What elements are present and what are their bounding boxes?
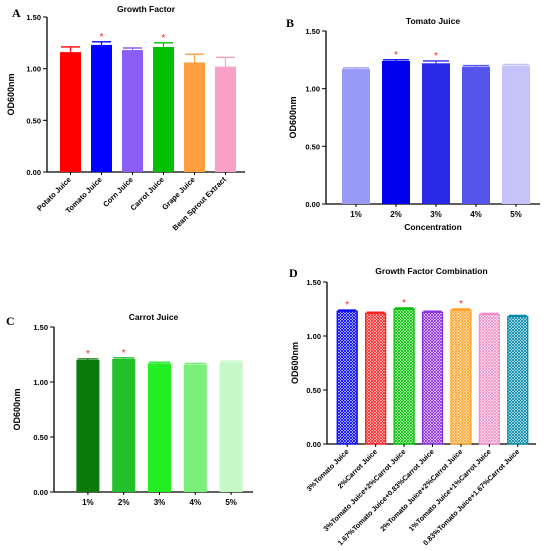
significance-marker: * (402, 298, 406, 309)
x-tick-label: 5% (225, 498, 237, 507)
y-tick-label: 0.00 (33, 488, 48, 497)
significance-marker: * (122, 348, 126, 359)
bar (112, 358, 136, 492)
bar (342, 69, 370, 204)
bar (91, 44, 112, 172)
y-tick-label: 0.50 (33, 433, 48, 442)
x-tick-label: 4% (190, 498, 202, 507)
y-tick-label: 1.50 (33, 323, 48, 332)
bar (450, 309, 472, 445)
x-axis-label: Concentration (404, 222, 462, 232)
significance-marker: * (394, 50, 398, 61)
panel-c: C Carrot Juice 0.00 0.50 1.00 1.50 OD600nm * 1% *… (6, 312, 253, 507)
bar (76, 360, 100, 492)
significance-marker: * (162, 33, 166, 44)
y-tick-label: 0.50 (306, 386, 321, 395)
chart-title: Tomato Juice (406, 16, 460, 26)
panel-letter: A (12, 6, 21, 20)
y-axis-label: OD600nm (290, 342, 300, 384)
y-tick-label: 1.00 (305, 85, 320, 94)
y-tick-label: 0.00 (305, 200, 320, 209)
bar (365, 312, 387, 445)
bar (502, 65, 530, 204)
significance-marker: * (345, 300, 349, 311)
chart-title: Growth Factor (117, 4, 176, 14)
x-tick-label: Bean Sprout Extract (171, 175, 229, 233)
y-tick-label: 0.00 (26, 168, 41, 177)
panel-letter: D (289, 266, 298, 280)
x-tick-label: 5% (510, 210, 522, 219)
y-tick-label: 1.00 (33, 378, 48, 387)
x-tick-label: 2% (390, 210, 402, 219)
bar (507, 315, 529, 445)
y-tick-label: 1.50 (26, 13, 41, 22)
bar (478, 313, 500, 445)
y-tick-label: 1.00 (306, 332, 321, 341)
panel-b: B Tomato Juice 0.00 0.50 1.00 1.50 OD600nm Conc… (286, 16, 540, 232)
x-tick-label: 2% (118, 498, 130, 507)
chart-title: Carrot Juice (129, 312, 179, 322)
y-tick-label: 1.50 (305, 27, 320, 36)
bar (219, 362, 243, 492)
x-tick-label: 1% (350, 210, 362, 219)
bar (148, 363, 171, 492)
bar (393, 308, 415, 445)
significance-marker: * (86, 349, 90, 360)
y-axis-label: OD600nm (12, 388, 22, 430)
bar (183, 364, 207, 492)
bar (382, 60, 410, 205)
bar (153, 46, 174, 172)
panel-letter: C (6, 314, 15, 328)
x-tick-label: 3% (154, 498, 166, 507)
bar (422, 63, 450, 204)
significance-marker: * (100, 32, 104, 43)
significance-marker: * (459, 299, 463, 310)
y-axis-label: OD600nm (6, 73, 16, 115)
chart-title: Growth Factor Combination (375, 266, 487, 276)
bar (60, 52, 81, 173)
y-tick-label: 0.00 (306, 440, 321, 449)
bar (215, 66, 236, 172)
x-tick-label: 3% (430, 210, 442, 219)
panel-a: A Growth Factor0.000.501.001.50OD600nmPot… (6, 4, 245, 232)
panel-letter: B (286, 16, 294, 30)
x-tick-label: 1% (82, 498, 94, 507)
y-tick-label: 1.00 (26, 65, 41, 74)
y-tick-label: 1.50 (306, 278, 321, 287)
y-axis-label: OD600nm (288, 96, 298, 138)
bar (421, 311, 444, 445)
panel-d: D Growth Factor Combination 0.00 0.50 1.00 1.… (289, 266, 536, 547)
x-tick-label: 4% (470, 210, 482, 219)
significance-marker: * (434, 51, 438, 62)
y-tick-label: 0.50 (305, 142, 320, 151)
bar (336, 310, 358, 445)
y-tick-label: 0.50 (26, 116, 41, 125)
bar (462, 66, 490, 205)
bar (184, 62, 205, 172)
bar (122, 50, 143, 172)
